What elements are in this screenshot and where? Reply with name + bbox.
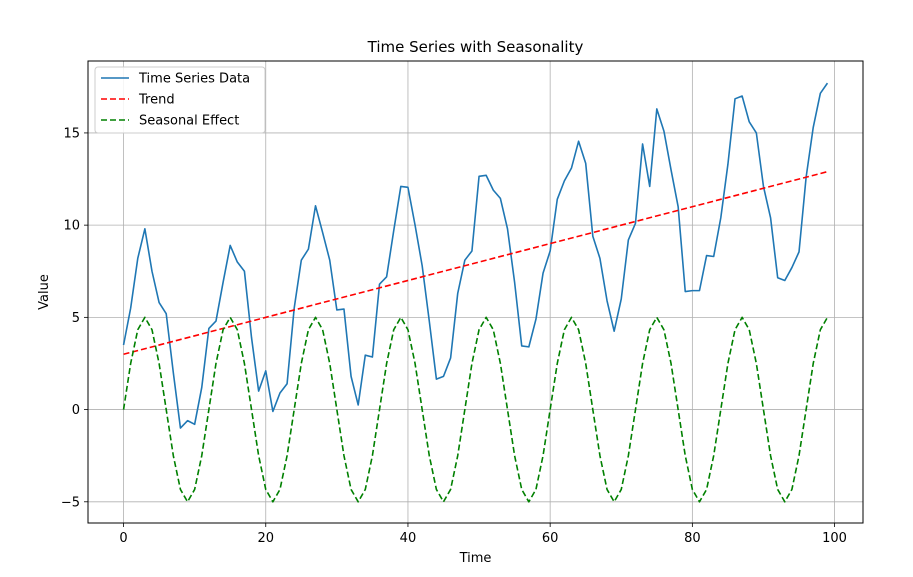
y-tick-label: 0 xyxy=(72,403,80,418)
y-tick-label: 5 xyxy=(72,311,80,326)
legend-label: Trend xyxy=(138,93,175,108)
x-tick-label: 60 xyxy=(542,531,559,546)
y-axis-label: Value xyxy=(37,274,52,310)
x-tick-label: 0 xyxy=(119,531,127,546)
series-line-trend xyxy=(123,170,828,356)
x-ticks: 0 20 40 60 80 100 xyxy=(119,523,847,546)
x-tick-label: 40 xyxy=(400,531,417,546)
chart-title: Time Series with Seasonality xyxy=(367,38,584,56)
x-tick-label: 100 xyxy=(822,531,847,546)
legend-label: Seasonal Effect xyxy=(139,114,239,129)
y-tick-label: −5 xyxy=(61,495,80,510)
x-tick-label: 20 xyxy=(257,531,274,546)
x-tick-label: 80 xyxy=(684,531,701,546)
legend-label: Time Series Data xyxy=(138,72,250,87)
plot-frame xyxy=(87,60,864,524)
series-layer xyxy=(122,82,829,503)
y-tick-label: 10 xyxy=(63,219,80,234)
y-tick-label: 15 xyxy=(63,126,80,141)
series-line-time-series-data xyxy=(122,82,829,429)
y-ticks: −5 0 5 10 15 xyxy=(61,126,88,510)
series-line-seasonal-effect xyxy=(122,316,829,503)
legend-box xyxy=(94,66,266,134)
legend: Time Series Data Trend Seasonal Effect xyxy=(94,66,266,134)
x-axis-label: Time xyxy=(459,551,492,566)
